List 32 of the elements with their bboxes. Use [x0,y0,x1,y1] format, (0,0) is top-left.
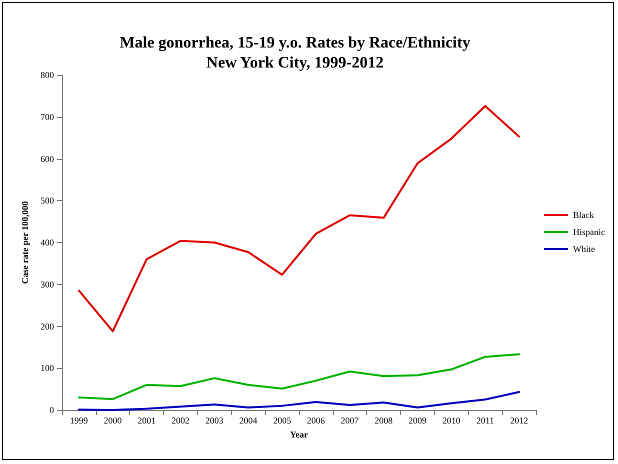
y-tick-label: 500 [40,196,54,206]
x-tick-label: 2011 [476,416,494,426]
y-axis-title: Case rate per 100,000 [20,200,30,284]
y-tick-label: 400 [40,238,54,248]
x-tick-label: 2012 [510,416,528,426]
chart-title: Male gonorrhea, 15-19 y.o. Rates by Race/Ethnicity New York City, 1999-2012 [120,34,470,72]
y-tick-label: 600 [40,154,54,164]
y-tick-label: 800 [40,70,54,80]
legend-label: White [573,244,596,254]
x-tick-label: 2001 [138,416,156,426]
y-tick-label: 300 [40,279,54,290]
x-tick-label: 1999 [70,416,88,426]
x-tick-label: 2007 [340,416,360,426]
x-tick-label: 2009 [408,416,427,426]
legend-label: Hispanic [573,227,606,237]
y-tick-label: 700 [40,112,54,122]
x-axis-title: Year [290,429,308,440]
line-series [78,353,520,400]
x-tick-label: 2006 [306,416,326,426]
x-tick-label: 2002 [172,416,190,426]
x-tick-label: 2003 [205,416,224,426]
line-series [78,390,520,411]
x-tick-label: 2000 [104,416,122,426]
x-tick-label: 2008 [374,416,394,426]
line-series [78,104,520,332]
x-tick-label: 2010 [442,416,461,426]
x-tick-label: 2004 [239,416,258,426]
y-tick-label: 200 [40,321,54,332]
y-tick-label: 100 [40,363,54,374]
x-tick-label: 2005 [273,416,292,426]
y-tick-label: 0 [50,405,54,415]
legend-label: Black [573,210,594,220]
